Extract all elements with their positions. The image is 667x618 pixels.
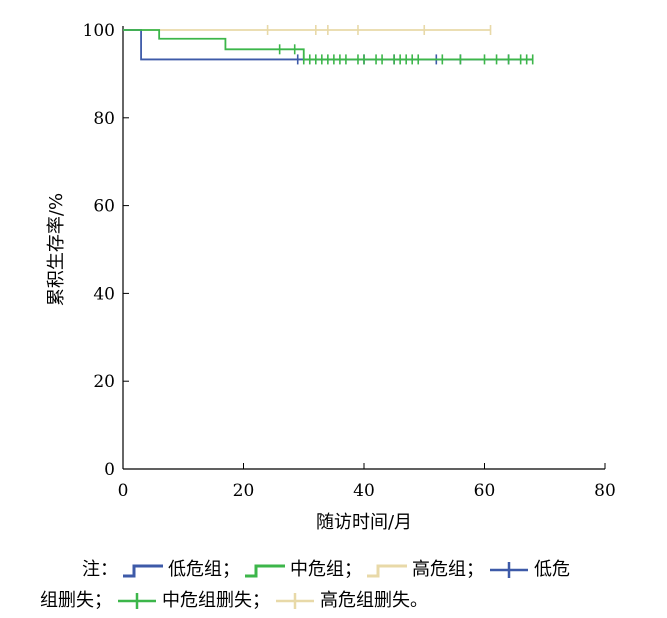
y-tick-label-0: 0 [104, 460, 115, 480]
legend-note-line-2: 组删失 ； 中危组删失 ； 高危组删失 。 [40, 590, 428, 611]
x-tick-label-80: 80 [594, 481, 616, 501]
x-axis-label: 随访时间/月 [316, 512, 412, 533]
legend-note-line-1: 注： 低危组 ； 中危组 ； 高危组 ； 低危 [82, 559, 570, 580]
y-tick-label-60: 60 [93, 197, 115, 217]
low-risk-line-key [120, 560, 166, 580]
x-tick-label-60: 60 [474, 481, 496, 501]
legend-mid-risk-censor: 中危组删失 [162, 590, 252, 611]
y-tick-label-20: 20 [93, 372, 115, 392]
legend-low-risk-censor-part1: 低危 [534, 559, 570, 580]
mid-risk-censor-key [114, 591, 160, 611]
legend-high-risk-censor: 高危组删失 [320, 590, 410, 611]
survival-chart: 0 20 40 60 80 100 0 20 40 60 80 随访时间/月 累积生存率/% [46, 21, 616, 533]
x-tick-label-0: 0 [118, 481, 129, 501]
y-tick-label-40: 40 [93, 284, 115, 304]
low-risk-censor-key [486, 560, 532, 580]
mid-risk-line-key [242, 560, 288, 580]
high-risk-line-key [364, 560, 410, 580]
legend-mid-risk: 中危组 [290, 559, 344, 580]
note-prefix: 注： [82, 559, 118, 580]
y-tick-label-80: 80 [93, 109, 115, 129]
y-axis-label: 累积生存率/% [46, 193, 67, 306]
legend-high-risk: 高危组 [412, 559, 466, 580]
y-tick-label-100: 100 [83, 21, 115, 41]
x-tick-label-40: 40 [353, 481, 375, 501]
x-tick-label-20: 20 [233, 481, 255, 501]
legend-low-risk-censor-part2: 组删失 [40, 590, 94, 611]
high-risk-censor-key [272, 591, 318, 611]
legend-low-risk: 低危组 [168, 559, 222, 580]
